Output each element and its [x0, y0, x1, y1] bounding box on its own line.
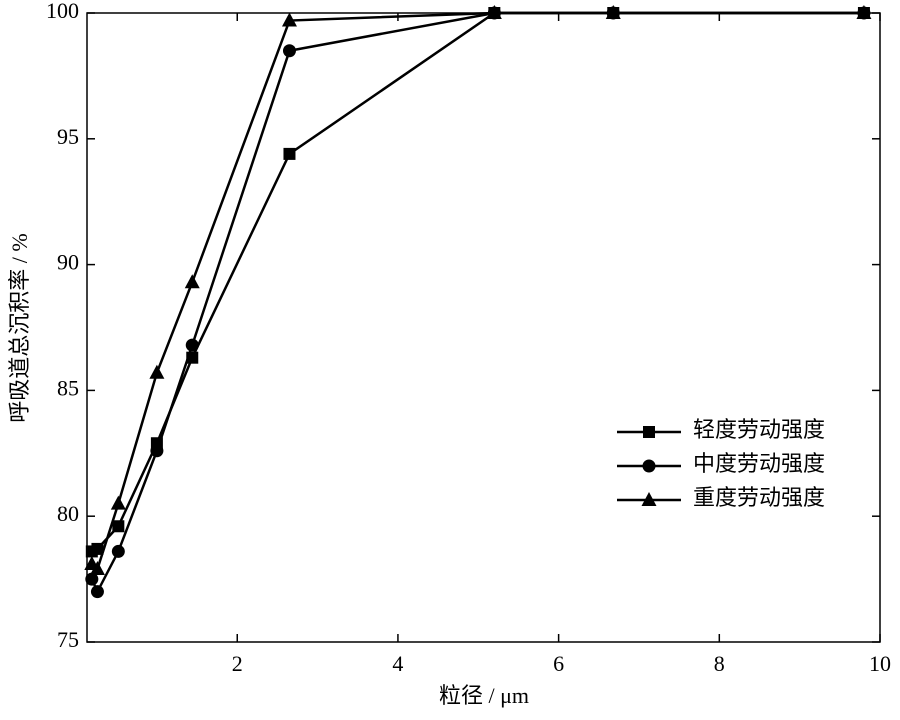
- marker: [91, 542, 104, 555]
- legend-label: 中度劳动强度: [693, 451, 825, 476]
- marker: [110, 495, 126, 510]
- marker: [283, 147, 296, 160]
- y-tick-label: 75: [57, 627, 79, 652]
- marker: [150, 444, 164, 458]
- y-tick-label: 85: [57, 375, 79, 400]
- legend-label: 轻度劳动强度: [693, 417, 825, 442]
- marker: [149, 364, 165, 379]
- y-axis-label: 呼吸道总沉积率 / %: [7, 233, 32, 422]
- marker: [643, 426, 655, 438]
- marker: [111, 544, 125, 558]
- marker: [642, 459, 656, 473]
- y-tick-label: 100: [46, 0, 79, 23]
- marker: [281, 12, 297, 27]
- x-axis-label: 粒径 / μm: [439, 683, 529, 708]
- x-tick-label: 2: [232, 651, 243, 676]
- marker: [486, 5, 502, 19]
- x-tick-label: 8: [714, 651, 725, 676]
- marker: [186, 351, 199, 364]
- x-tick-label: 4: [392, 651, 403, 676]
- y-tick-label: 80: [57, 501, 79, 526]
- x-tick-label: 6: [553, 651, 564, 676]
- y-tick-label: 95: [57, 124, 79, 149]
- marker: [282, 44, 296, 58]
- legend-label: 重度劳动强度: [693, 485, 825, 510]
- marker: [185, 338, 199, 352]
- marker: [184, 274, 200, 289]
- y-tick-label: 90: [57, 250, 79, 275]
- marker: [605, 5, 621, 19]
- marker: [112, 520, 125, 533]
- marker: [90, 585, 104, 599]
- marker: [89, 561, 105, 576]
- marker: [856, 5, 872, 19]
- marker: [641, 492, 657, 506]
- x-tick-label: 10: [869, 651, 891, 676]
- marker: [85, 572, 99, 586]
